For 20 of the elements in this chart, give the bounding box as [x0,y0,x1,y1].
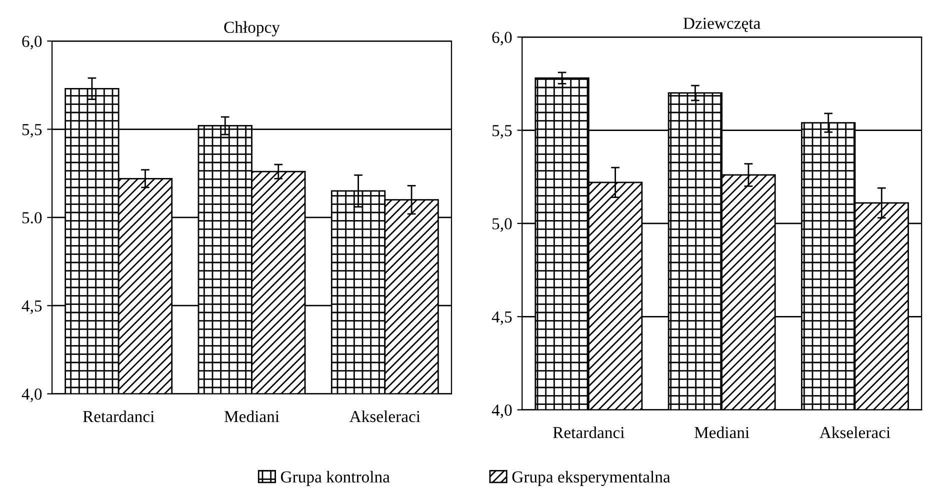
y-tick-label: 6,0 [492,32,512,46]
y-tick-label: 5.0 [22,212,42,224]
y-tick-label: 4,5 [492,311,512,325]
legend-label: Grupa eksperymentalna [512,470,670,486]
y-tick-label: 5,5 [492,125,512,139]
x-tick-label: Akseleraci [820,426,890,438]
legend-label: Grupa kontrolna [280,470,390,486]
chart-title: Dziewczęta [683,18,760,32]
y-tick-label: 6,0 [22,36,42,50]
chart-title: Chłopcy [224,21,280,36]
y-tick-label: 5,0 [492,218,512,232]
x-tick-label: Mediani [694,426,750,438]
y-tick-label: 4,5 [22,300,42,314]
x-tick-label: Retardanci [82,410,154,422]
x-tick-label: Akseleraci [349,410,420,422]
y-tick-label: 4,0 [22,388,42,402]
y-tick-label: 5,5 [22,124,42,138]
x-tick-label: Mediani [224,410,280,422]
x-tick-label: Retardanci [553,426,624,438]
y-tick-label: 4,0 [492,404,512,418]
